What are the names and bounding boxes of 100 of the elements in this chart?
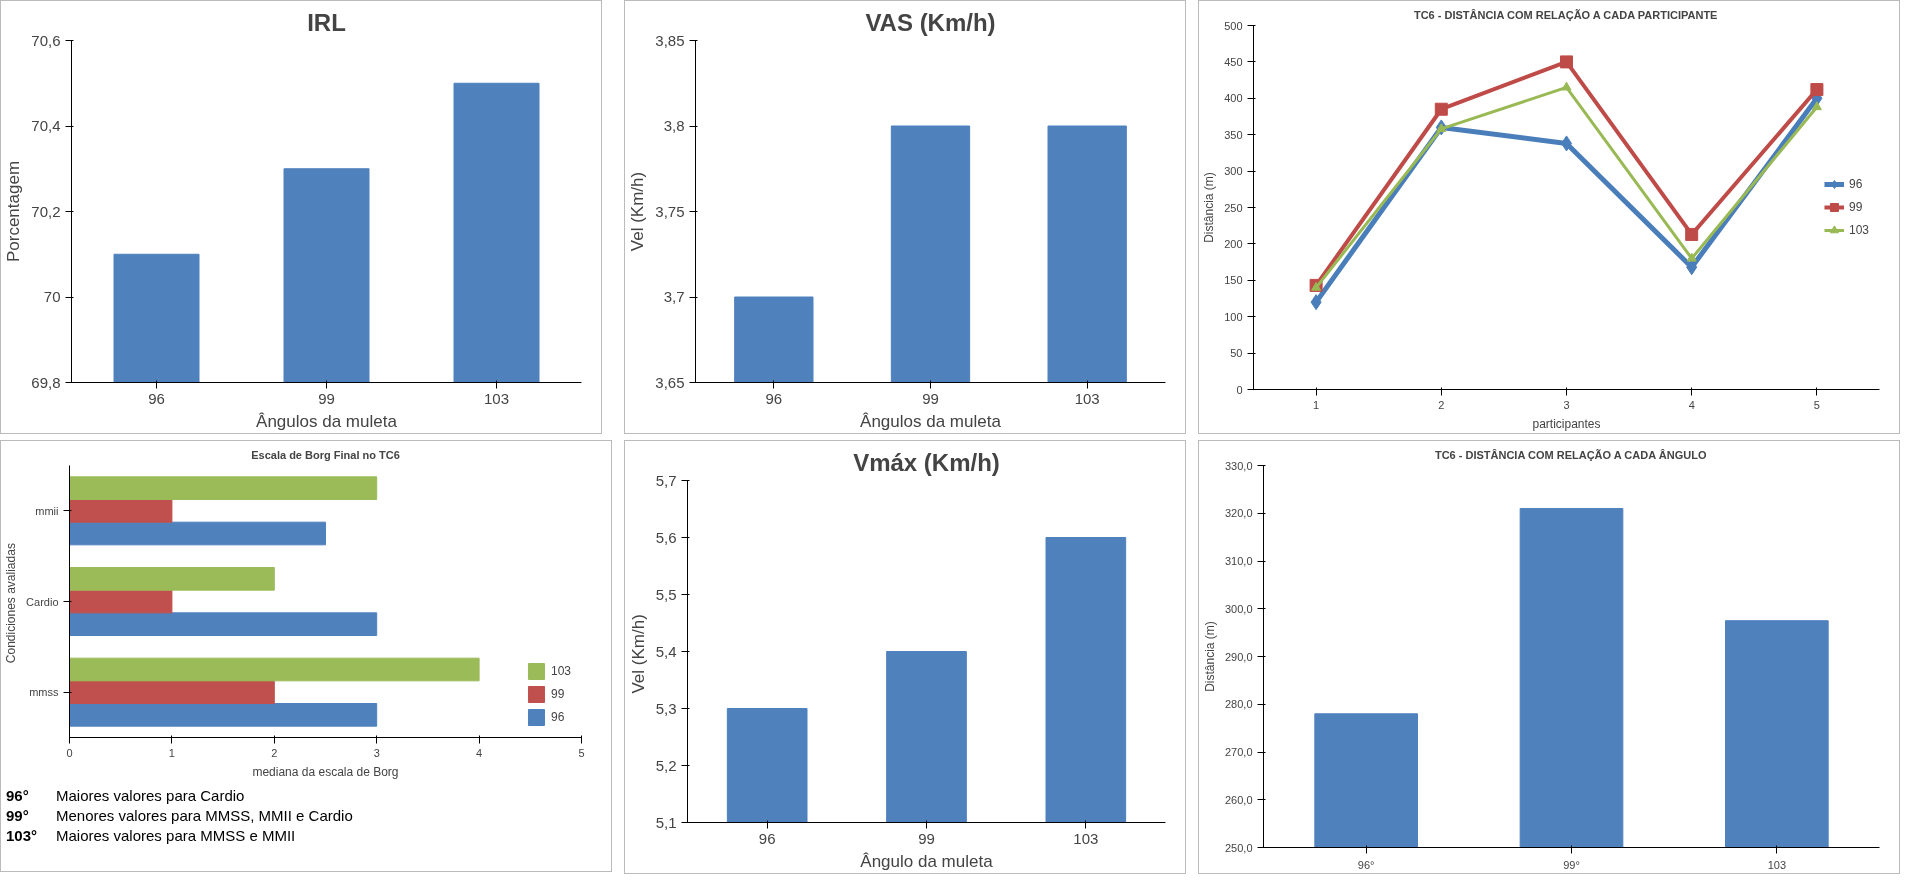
point (1560, 55, 1573, 69)
x-tick-label: 99 (318, 389, 335, 407)
x-tick-label: 96° (1357, 858, 1375, 871)
x-tick-label: 103 (1073, 829, 1099, 847)
x-axis-title: Ângulo da muleta (860, 851, 994, 871)
x-tick-label: 99 (918, 829, 935, 847)
y-tick-label: 3,7 (663, 288, 685, 305)
y-tick-label: 3,85 (655, 31, 685, 49)
y-tick-label: 200 (1224, 237, 1243, 250)
x-tick-label: 2 (271, 746, 278, 759)
y-tick-label: 70,4 (31, 117, 61, 134)
x-tick-label: 99° (1563, 858, 1580, 871)
y-tick-label: 400 (1224, 92, 1243, 105)
y-axis-title: Condiciones avaliadas (4, 543, 19, 664)
x-tick-label: 4 (476, 746, 483, 759)
chart-title: TC6 - DISTÂNCIA COM RELAÇÃO A CADA ÂNGULO (1434, 448, 1707, 461)
y-tick-label: 300 (1224, 165, 1243, 178)
chart-title: IRL (307, 8, 346, 36)
y-tick-label: 270,0 (1224, 746, 1253, 758)
y-tick-label: 290,0 (1224, 650, 1253, 663)
x-tick-label: 103 (483, 389, 510, 407)
bar (69, 657, 480, 682)
y-axis-title: Porcentagem (4, 160, 24, 263)
point (1686, 252, 1697, 262)
y-axis-title: Vel (Km/h) (628, 614, 648, 694)
y-tick-label: 3,65 (655, 373, 685, 391)
x-tick-label: 3 (1563, 398, 1570, 411)
y-tick-label: 70 (43, 288, 61, 305)
x-tick-label: 103 (1074, 389, 1100, 407)
y-axis-title: Vel (Km/h) (628, 171, 648, 252)
x-tick-label: 96 (148, 389, 165, 407)
text: 99° Menores valores para MMSS, MMII e Cardio (6, 807, 353, 824)
y-tick-label: 5,1 (655, 813, 677, 831)
y-tick-label: 5,4 (655, 642, 677, 660)
y-tick-label: 150 (1224, 274, 1243, 287)
y-tick-label: 100 (1224, 310, 1243, 323)
bar (69, 703, 378, 727)
legend-label: 96 (1848, 177, 1864, 191)
y-tick-label: 5,3 (655, 699, 677, 717)
y-tick-label: 50 (1230, 347, 1243, 360)
y-tick-label: 300,0 (1224, 602, 1253, 615)
x-tick-label: 2 (1438, 398, 1445, 411)
bar (69, 567, 275, 591)
legend-label: 103 (550, 664, 571, 678)
y-tick-label: 5,2 (655, 756, 677, 774)
text: 96° Maiores valores para Cardio (6, 787, 245, 804)
x-tick-label: 99 (922, 389, 939, 407)
y-tick-label: 350 (1224, 128, 1243, 141)
y-axis-title: Distância (m) (1202, 172, 1217, 243)
point (1434, 102, 1448, 116)
y-tick-label: 250,0 (1224, 841, 1253, 854)
x-tick-label: 5 (1813, 398, 1820, 411)
point (1561, 81, 1572, 91)
y-tick-label: 260,0 (1224, 793, 1253, 806)
y-tick-label: 3,75 (655, 202, 685, 220)
legend-label: 99 (550, 687, 566, 701)
chart-title: Vmáx (Km/h) (853, 448, 1000, 476)
y-tick-label: 310,0 (1224, 555, 1253, 567)
chart-title: TC6 - DISTÂNCIA COM RELAÇÃO A CADA PARTICIPANTE (1413, 8, 1718, 21)
x-axis-title: Ângulos da muleta (256, 411, 398, 431)
x-tick-label: 5 (578, 746, 585, 759)
point (1685, 227, 1699, 241)
point (1436, 123, 1447, 132)
y-tick-label: 5,7 (655, 471, 677, 489)
x-tick-label: 1 (1313, 398, 1320, 411)
x-axis-title: Ângulos da muleta (860, 411, 1002, 431)
point (1686, 259, 1698, 276)
legend-label: 99 (1848, 200, 1864, 214)
x-tick-label: 103 (1767, 858, 1787, 871)
y-tick-label: 5,5 (655, 585, 677, 603)
x-tick-label: 3 (373, 746, 380, 759)
point (1310, 294, 1322, 311)
y-axis-title: Distância (m) (1202, 621, 1217, 692)
legend-label: 96 (550, 710, 566, 724)
y-tick-label: 320,0 (1224, 507, 1253, 520)
y-tick-label: 3,8 (663, 117, 685, 134)
y-tick-label: mmss (29, 686, 59, 699)
point (1811, 101, 1822, 111)
y-tick-label: mmii (35, 504, 59, 517)
y-tick-label: 70,2 (31, 202, 61, 220)
x-tick-label: 4 (1688, 398, 1695, 411)
bar (69, 521, 326, 546)
bar (69, 499, 173, 523)
chart-title: VAS (Km/h) (865, 8, 996, 36)
x-axis-title: participantes (1532, 416, 1601, 431)
y-tick-label: 280,0 (1224, 698, 1253, 711)
x-axis-title: mediana da escala de Borg (252, 764, 399, 779)
bar (69, 612, 378, 636)
x-tick-label: 1 (168, 746, 175, 759)
bar (69, 476, 378, 500)
x-tick-label: 96 (765, 389, 783, 407)
chart-title: Escala de Borg Final no TC6 (251, 448, 400, 461)
y-tick-label: 70,6 (31, 31, 61, 49)
y-tick-label: 69,8 (31, 373, 61, 391)
text: 103° Maiores valores para MMSS e MMII (6, 827, 296, 844)
y-tick-label: 250 (1224, 201, 1243, 214)
bar (69, 680, 275, 704)
point (1810, 83, 1824, 97)
y-tick-label: 330,0 (1224, 459, 1253, 472)
y-tick-label: Cardio (26, 595, 59, 608)
